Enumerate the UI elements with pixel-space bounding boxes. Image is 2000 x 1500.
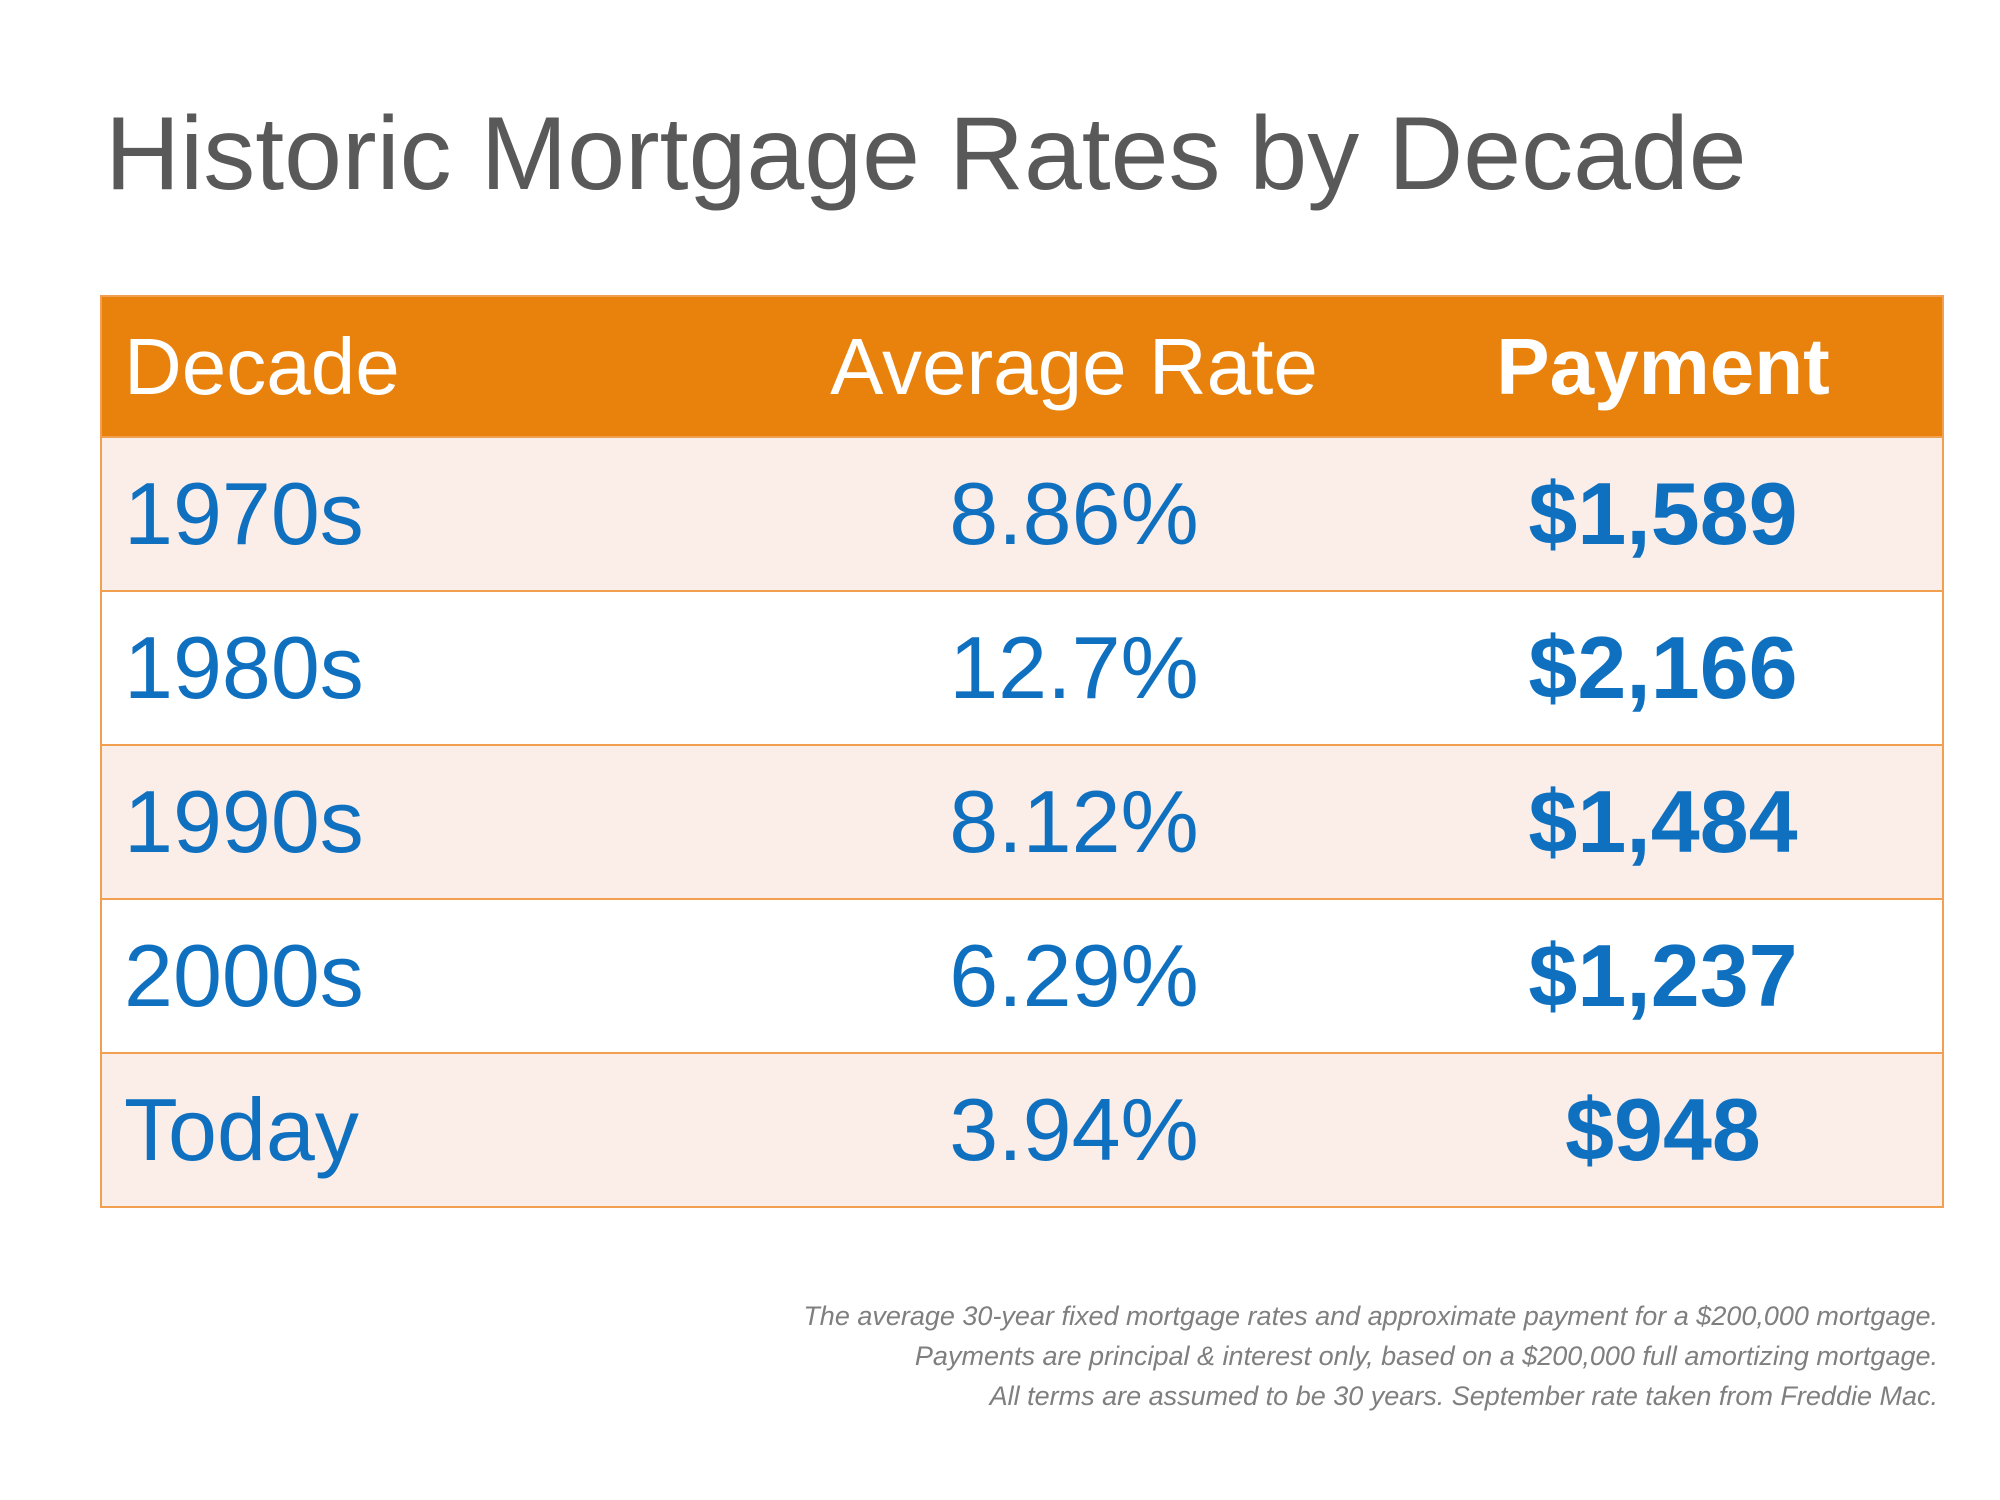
table-cell: 6.29%: [764, 898, 1384, 1054]
table-body: 1970s 8.86% $1,589 1980s 12.7% $2,166 1990s 8.1…: [100, 436, 1944, 1208]
table-row: 2000s 6.29% $1,237: [100, 898, 1944, 1054]
column-header: Payment: [1384, 295, 1944, 438]
footnote-line: All terms are assumed to be 30 years. Se…: [989, 1381, 1938, 1411]
table-header: Decade Average Rate Payment: [100, 295, 1944, 438]
table-cell: $1,589: [1384, 436, 1944, 592]
table-cell: 3.94%: [764, 1052, 1384, 1208]
table-cell: 2000s: [100, 898, 764, 1054]
table-cell: $2,166: [1384, 590, 1944, 746]
table-cell: 1980s: [100, 590, 764, 746]
footnote: The average 30-year fixed mortgage rates…: [803, 1296, 1938, 1416]
footnote-line: The average 30-year fixed mortgage rates…: [803, 1301, 1938, 1331]
table-row: 1980s 12.7% $2,166: [100, 590, 1944, 746]
table-row: 1990s 8.12% $1,484: [100, 744, 1944, 900]
table-cell: 8.12%: [764, 744, 1384, 900]
table-row: 1970s 8.86% $1,589: [100, 436, 1944, 592]
table-cell: $1,237: [1384, 898, 1944, 1054]
column-header: Decade: [100, 295, 764, 438]
header-row: Decade Average Rate Payment: [100, 295, 1944, 438]
table-row: Today 3.94% $948: [100, 1052, 1944, 1208]
table-cell: $1,484: [1384, 744, 1944, 900]
table-cell: 1970s: [100, 436, 764, 592]
column-header: Average Rate: [764, 295, 1384, 438]
table-cell: 12.7%: [764, 590, 1384, 746]
footnote-line: Payments are principal & interest only, …: [914, 1341, 1938, 1371]
table-cell: Today: [100, 1052, 764, 1208]
table-cell: 8.86%: [764, 436, 1384, 592]
table-cell: 1990s: [100, 744, 764, 900]
title: Historic Mortgage Rates by Decade: [105, 96, 1747, 212]
rates-table: Decade Average Rate Payment 1970s 8.86% $1,5…: [100, 295, 1944, 1208]
table-cell: $948: [1384, 1052, 1944, 1208]
